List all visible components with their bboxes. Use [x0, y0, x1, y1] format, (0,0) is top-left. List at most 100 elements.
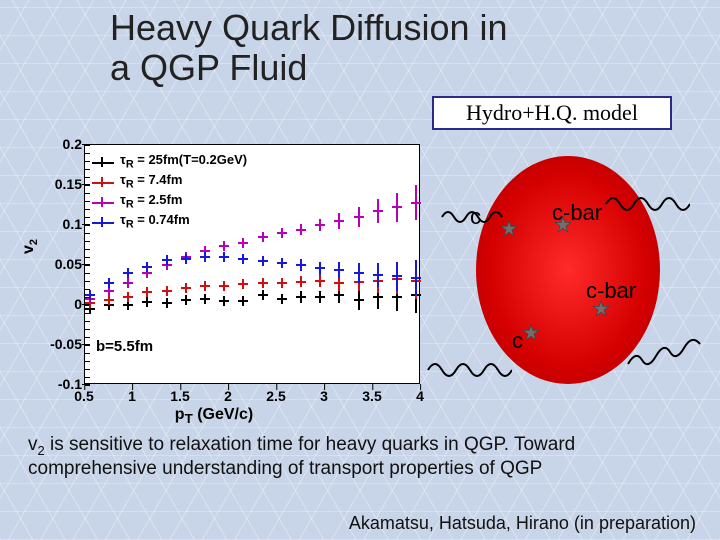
v2-chart: v2 pT (GeV/c) τR = 25fm(T=0.2GeV)τR = 7.… [24, 138, 440, 422]
chart-point [296, 277, 306, 287]
chart-ytick: 0.15 [24, 176, 82, 192]
chart-point [123, 292, 133, 302]
chart-xtick: 1.5 [170, 388, 189, 404]
chart-impact-param: b=5.5fm [96, 338, 153, 355]
slide-caption: v2 is sensitive to relaxation time for h… [28, 434, 692, 481]
title-line1: Heavy Quark Diffusion in [110, 7, 508, 48]
chart-point [219, 281, 229, 291]
chart-point [258, 278, 268, 288]
legend-label: τR = 25fm(T=0.2GeV) [120, 152, 247, 172]
chart-point [334, 216, 344, 226]
chart-xtick: 2 [224, 388, 232, 404]
chart-point [315, 263, 325, 273]
chart-ylabel: v2 [20, 239, 40, 254]
slide-credit: Akamatsu, Hatsuda, Hirano (in preparatio… [0, 513, 696, 534]
chart-point [411, 198, 421, 208]
star-icon [522, 324, 540, 342]
chart-point [200, 281, 210, 291]
chart-point [181, 283, 191, 293]
chart-point [219, 241, 229, 251]
slide-title: Heavy Quark Diffusion in a QGP Fluid [110, 8, 690, 87]
chart-point [277, 278, 287, 288]
chart-point [200, 252, 210, 262]
chart-point [181, 254, 191, 264]
model-box: Hydro+H.Q. model [432, 96, 672, 130]
chart-xlabel: pT (GeV/c) [124, 406, 304, 426]
chart-point [354, 295, 364, 305]
chart-point [334, 290, 344, 300]
chart-point [334, 278, 344, 288]
legend-row: τR = 0.74fm [92, 212, 262, 232]
legend-row: τR = 7.4fm [92, 172, 262, 192]
wavy-line-icon [426, 352, 512, 388]
chart-point [296, 292, 306, 302]
chart-point [123, 268, 133, 278]
chart-ytick: -0.05 [24, 336, 82, 352]
chart-point [142, 297, 152, 307]
chart-ytick: 0 [24, 296, 82, 312]
chart-point [238, 238, 248, 248]
chart-point [181, 295, 191, 305]
chart-point [373, 292, 383, 302]
legend-label: τR = 2.5fm [120, 192, 182, 212]
chart-point [373, 270, 383, 280]
chart-point [200, 294, 210, 304]
slide-root: Heavy Quark Diffusion in a QGP Fluid Hyd… [0, 0, 720, 540]
chart-xtick: 3.5 [362, 388, 381, 404]
chart-point [258, 232, 268, 242]
chart-point [85, 290, 95, 300]
chart-point [162, 298, 172, 308]
chart-point [123, 278, 133, 288]
chart-ytick: 0.1 [24, 216, 82, 232]
model-box-text: Hydro+H.Q. model [466, 100, 638, 126]
chart-point [162, 286, 172, 296]
chart-point [315, 220, 325, 230]
chart-point [162, 255, 172, 265]
wavy-line-icon [604, 186, 690, 222]
chart-point [296, 260, 306, 270]
chart-point [238, 254, 248, 264]
chart-point [238, 279, 248, 289]
chart-legend: τR = 25fm(T=0.2GeV)τR = 7.4fmτR = 2.5fmτ… [92, 152, 262, 224]
chart-point [258, 256, 268, 266]
chart-point [373, 206, 383, 216]
chart-point [142, 262, 152, 272]
chart-point [392, 202, 402, 212]
legend-label: τR = 0.74fm [120, 212, 190, 232]
chart-point [354, 212, 364, 222]
chart-xtick: 3 [320, 388, 328, 404]
title-line2: a QGP Fluid [110, 48, 690, 88]
chart-point [334, 265, 344, 275]
qgp-blob: cc-barcc-bar [476, 156, 660, 384]
chart-point [277, 228, 287, 238]
chart-xtick: 0.5 [74, 388, 93, 404]
star-icon [500, 220, 518, 238]
quark-label: c [512, 328, 523, 354]
chart-point [104, 278, 114, 288]
chart-point [315, 292, 325, 302]
chart-ytick: 0.2 [24, 136, 82, 152]
chart-point [392, 271, 402, 281]
chart-point [219, 252, 229, 262]
chart-ytick: 0.05 [24, 256, 82, 272]
quark-label: c-bar [586, 278, 636, 304]
chart-point [411, 273, 421, 283]
quark-label: c-bar [552, 200, 602, 226]
legend-label: τR = 7.4fm [120, 172, 182, 192]
legend-row: τR = 25fm(T=0.2GeV) [92, 152, 262, 172]
chart-xtick: 2.5 [266, 388, 285, 404]
chart-point [354, 268, 364, 278]
wavy-line-icon [626, 316, 702, 376]
chart-point [277, 294, 287, 304]
legend-row: τR = 2.5fm [92, 192, 262, 212]
chart-point [104, 295, 114, 305]
chart-xtick: 4 [416, 388, 424, 404]
chart-point [315, 276, 325, 286]
chart-point [258, 290, 268, 300]
chart-xtick: 1 [128, 388, 136, 404]
chart-point [219, 296, 229, 306]
chart-point [277, 258, 287, 268]
quark-label: c [470, 204, 481, 230]
chart-point [142, 287, 152, 297]
chart-point [296, 225, 306, 235]
